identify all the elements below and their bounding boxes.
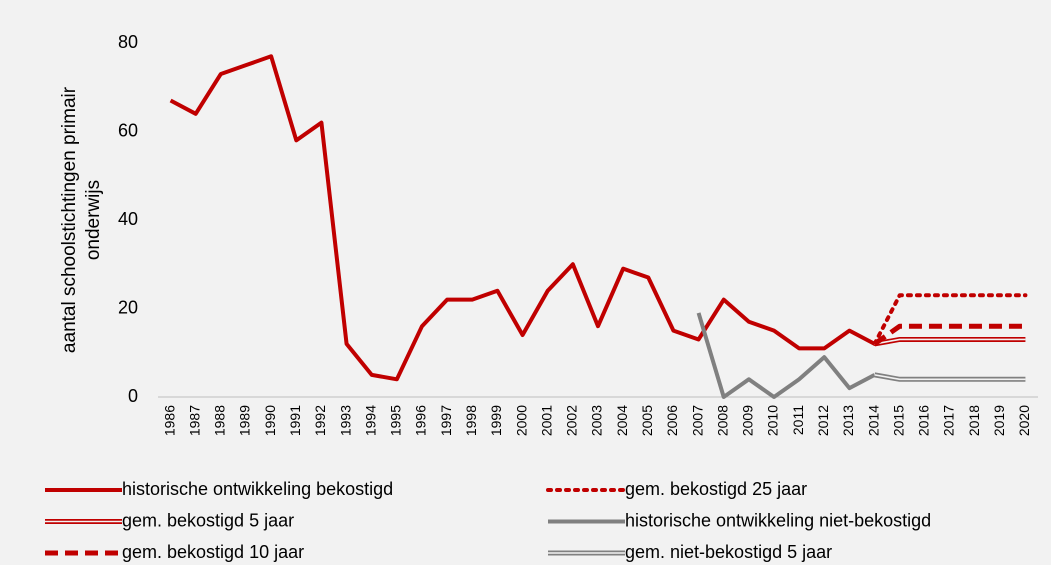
series-line-inner: [874, 338, 1026, 345]
x-tick-label: 1987: [186, 405, 202, 436]
legend-label: gem. bekostigd 25 jaar: [625, 479, 807, 499]
x-tick-label: 1998: [463, 405, 479, 436]
series-line: [873, 323, 1026, 346]
x-tick-label: 2003: [589, 405, 605, 436]
x-tick-label: 2011: [790, 405, 806, 435]
x-tick-label: 1988: [212, 405, 228, 436]
y-axis-label: onderwijs: [83, 180, 104, 260]
y-tick-label: 40: [118, 209, 138, 229]
x-tick-label: 1991: [287, 405, 303, 436]
x-tick-label: 2020: [1016, 405, 1032, 436]
x-tick-label: 2010: [765, 405, 781, 436]
y-axis-label: aantal schoolstichtingen primair: [59, 86, 80, 353]
x-tick-label: 2005: [639, 405, 655, 436]
legend-label: gem. bekostigd 5 jaar: [122, 510, 294, 530]
x-tick-label: 2019: [991, 405, 1007, 436]
x-tick-label: 2015: [890, 405, 906, 436]
series-line: [696, 312, 876, 399]
y-tick-label: 80: [118, 32, 138, 52]
series-line-inner: [874, 374, 1026, 381]
legend-label: gem. niet-bekostigd 5 jaar: [625, 542, 832, 562]
x-tick-label: 1996: [413, 405, 429, 436]
legend-label: gem. bekostigd 10 jaar: [122, 542, 304, 562]
x-tick-label: 1997: [438, 405, 454, 436]
x-tick-label: 2007: [689, 405, 705, 436]
series-line: [872, 293, 1028, 346]
x-tick-label: 1989: [237, 405, 253, 436]
x-tick-label: 1999: [488, 405, 504, 436]
x-tick-label: 1993: [337, 405, 353, 436]
series-line: [169, 54, 876, 382]
x-tick-label: 2004: [614, 405, 630, 436]
x-tick-label: 2017: [941, 405, 957, 436]
x-tick-label: 1995: [388, 405, 404, 436]
x-tick-label: 1986: [161, 405, 177, 436]
x-tick-label: 2006: [664, 405, 680, 436]
y-tick-label: 20: [118, 297, 138, 317]
x-tick-label: 1994: [362, 405, 378, 436]
x-tick-label: 2001: [538, 405, 554, 436]
x-tick-label: 2012: [815, 405, 831, 436]
x-tick-label: 2008: [714, 405, 730, 436]
y-tick-label: 0: [128, 386, 138, 406]
legend-label: historische ontwikkeling niet-bekostigd: [625, 510, 931, 530]
x-tick-label: 2016: [916, 405, 932, 436]
x-tick-label: 2002: [564, 405, 580, 436]
x-tick-label: 2000: [513, 405, 529, 436]
y-tick-label: 60: [118, 120, 138, 140]
x-tick-label: 2009: [740, 405, 756, 436]
x-tick-label: 2013: [840, 405, 856, 436]
x-tick-label: 1990: [262, 405, 278, 436]
x-tick-label: 1992: [312, 405, 328, 436]
legend-label: historische ontwikkeling bekostigd: [122, 479, 393, 499]
x-tick-label: 2018: [966, 405, 982, 436]
x-tick-label: 2014: [865, 405, 881, 436]
